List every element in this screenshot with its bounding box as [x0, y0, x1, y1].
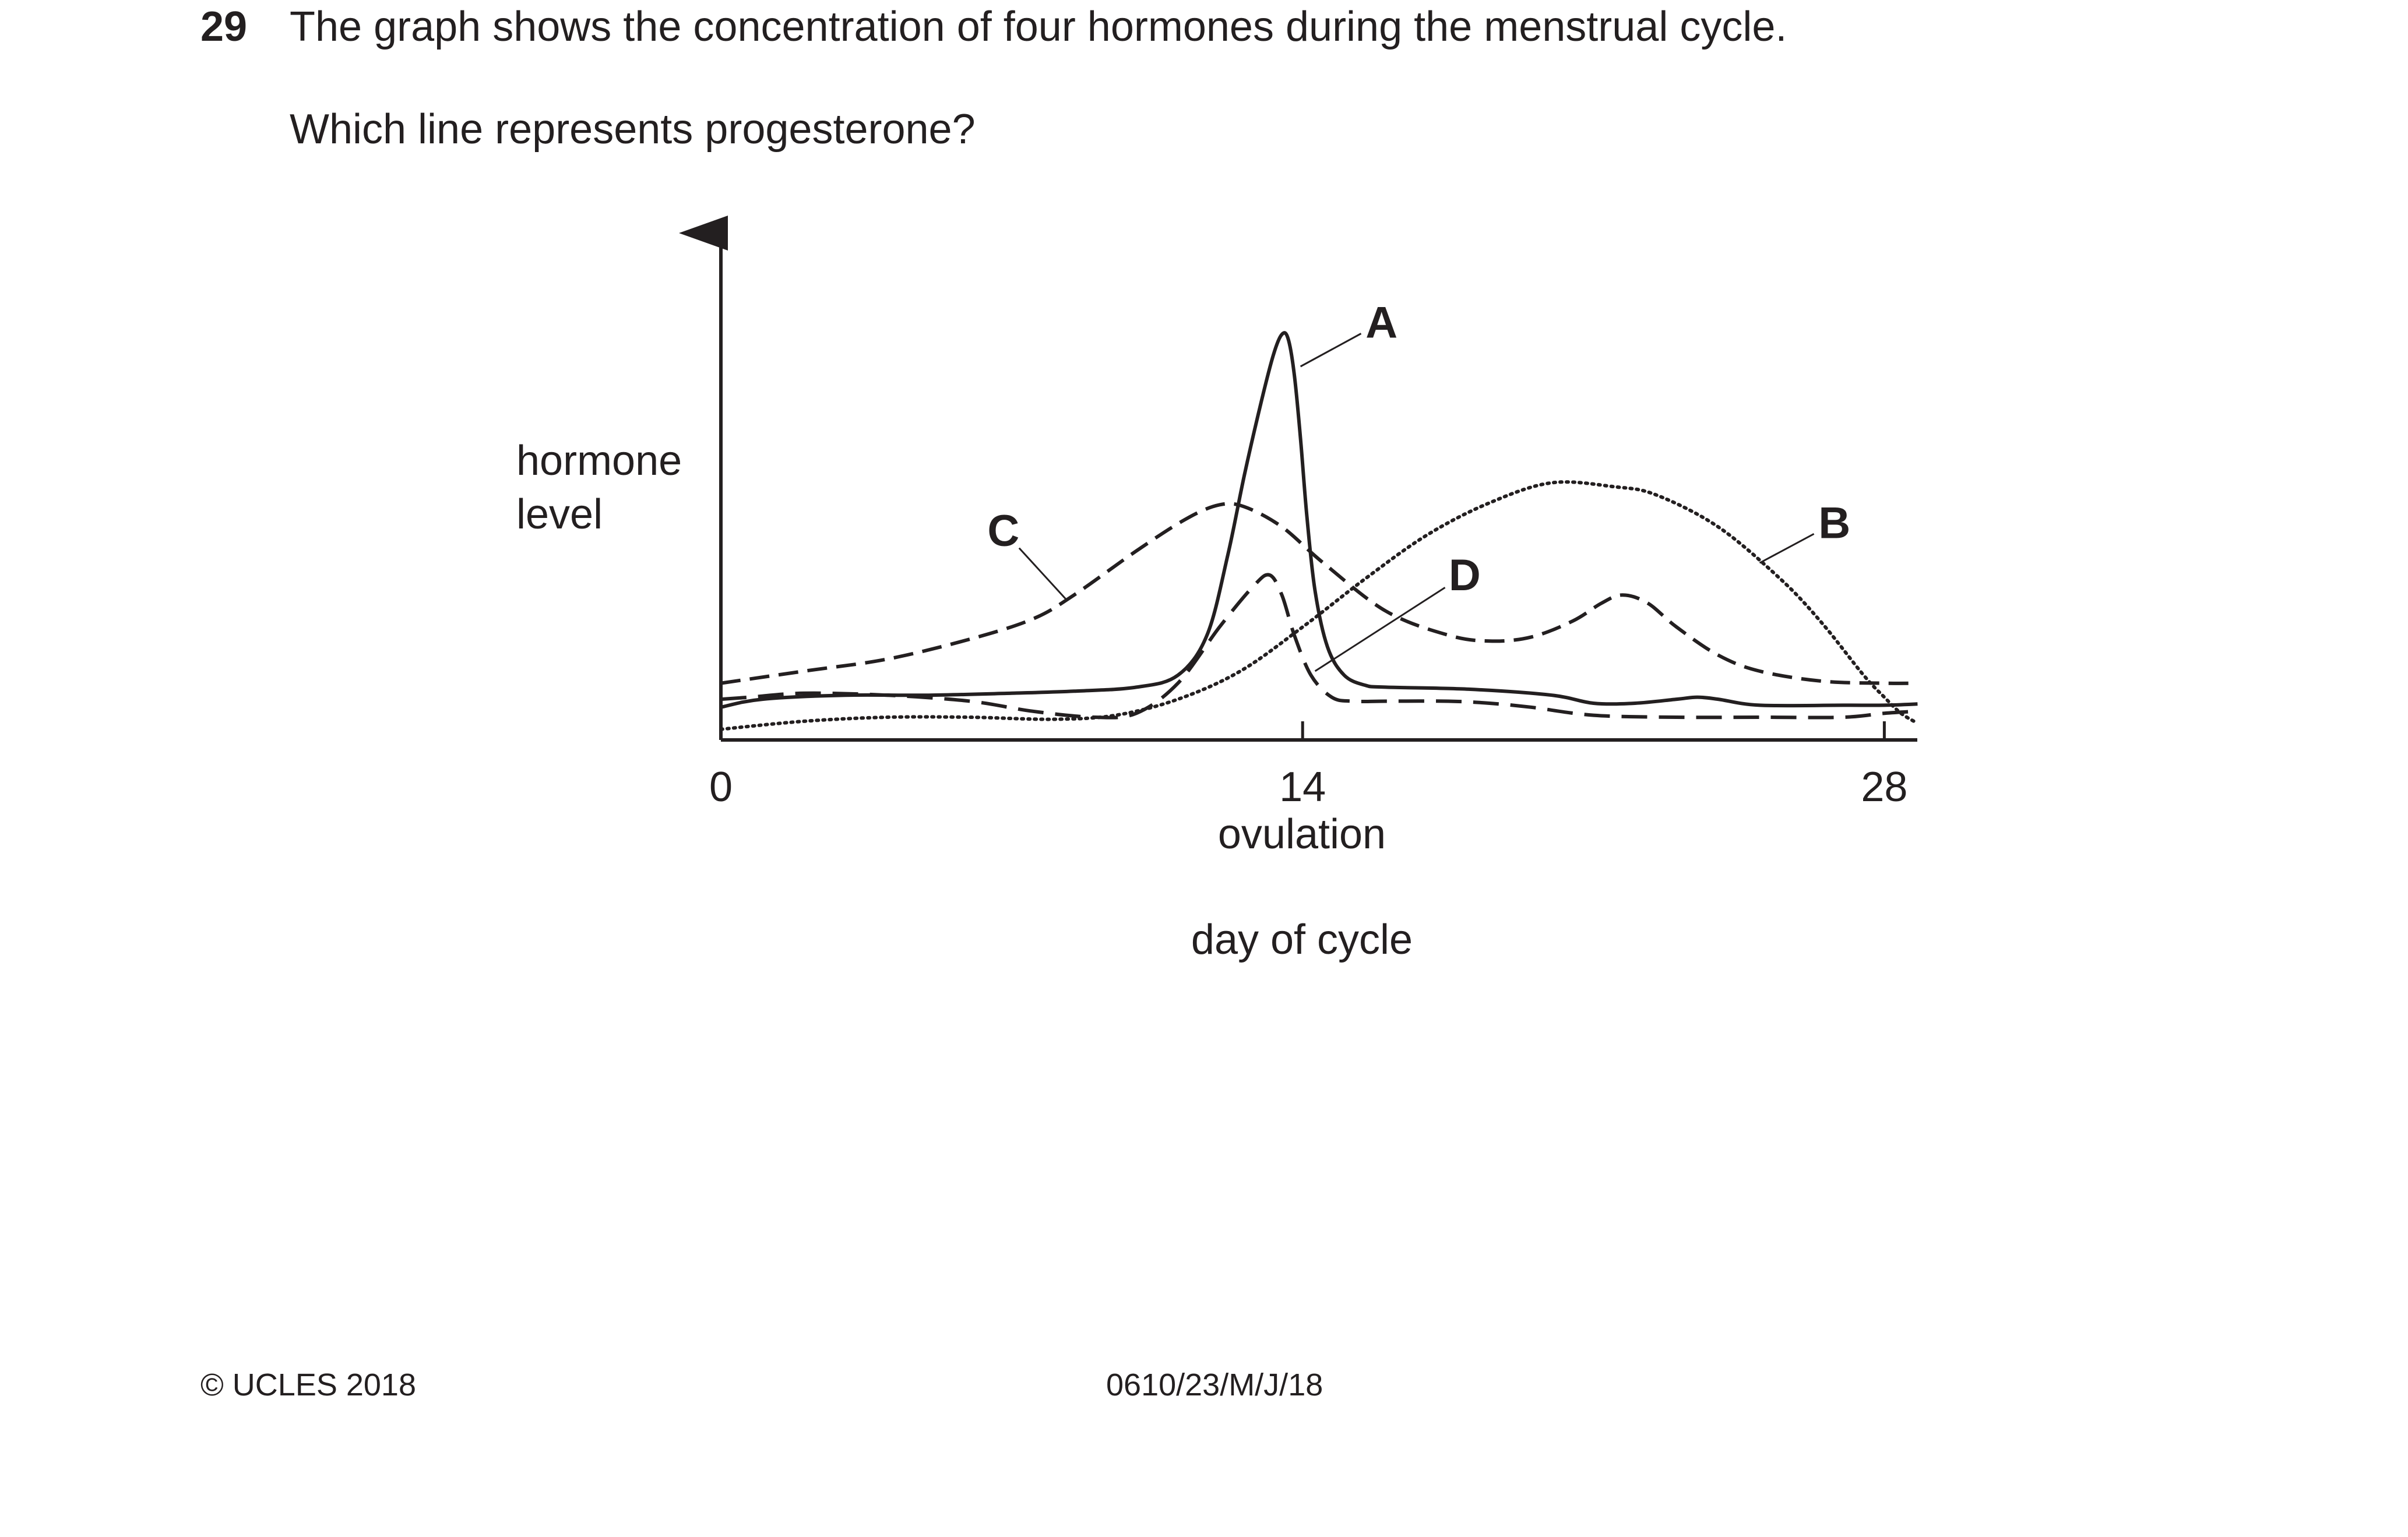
question-number: 29 — [200, 3, 248, 50]
x-tick-label-14: 14 — [1279, 764, 1326, 810]
series-label-d: D — [1449, 551, 1481, 600]
axis-text: hormone level ovulation day of cycle — [516, 438, 1413, 963]
series-label-c: C — [987, 506, 1019, 556]
x-ticks: 0 14 28 — [709, 721, 1907, 810]
axes — [679, 216, 1917, 742]
series-line-d — [720, 573, 1918, 720]
footer-copyright: © UCLES 2018 — [200, 1367, 416, 1402]
annotation-layer: A B C D — [987, 298, 1850, 672]
question-prompt: Which line represents progesterone? — [290, 106, 976, 153]
series-line-c — [720, 502, 1918, 685]
leader-line-a — [1300, 333, 1362, 368]
x-tick-label-28: 28 — [1861, 764, 1907, 810]
x-axis-label: day of cycle — [1191, 916, 1413, 963]
series-layer — [719, 331, 1920, 731]
series-label-b: B — [1818, 498, 1850, 548]
leader-line-d — [1314, 587, 1446, 672]
x-tick-label-0: 0 — [709, 764, 733, 810]
y-axis-label-line-1: hormone — [516, 438, 682, 484]
leader-line-b — [1759, 533, 1815, 564]
series-line-a — [720, 331, 1918, 709]
y-axis-label-line-2: level — [516, 491, 603, 538]
x-annotation-ovulation: ovulation — [1218, 811, 1386, 858]
footer-paper-code: 0610/23/M/J/18 — [1106, 1367, 1323, 1402]
series-line-b — [719, 480, 1920, 731]
series-label-a: A — [1365, 298, 1397, 347]
leader-line-c — [1018, 547, 1066, 600]
question-text: The graph shows the concentration of fou… — [290, 3, 1787, 50]
